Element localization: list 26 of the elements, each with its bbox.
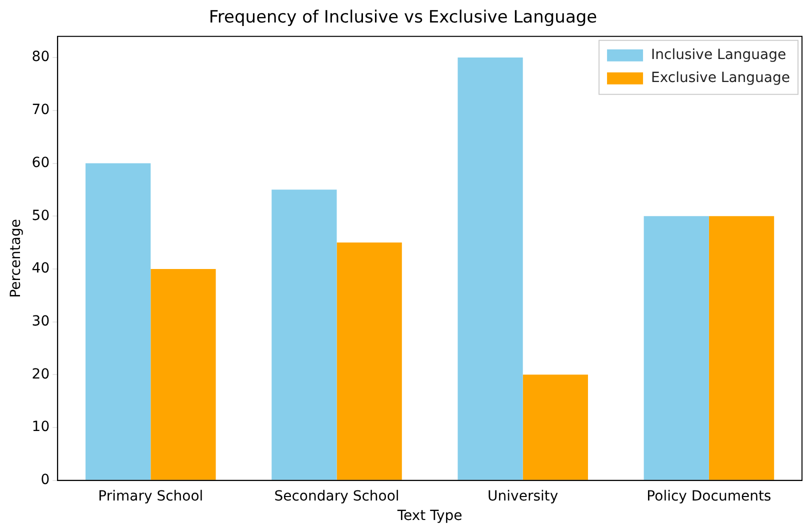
x-tick-label: Secondary School [274,488,400,504]
bar [644,216,709,480]
bar [336,242,402,480]
bar [150,268,216,480]
bar [708,216,774,480]
y-tick-label: 60 [32,154,50,171]
legend-label: Exclusive Language [651,70,790,86]
x-tick-label: Primary School [98,488,204,504]
bar [522,374,588,480]
y-tick-label: 50 [32,208,50,224]
chart-title: Frequency of Inclusive vs Exclusive Language [208,8,598,28]
y-tick-label: 30 [32,313,50,330]
y-axis-title: Percentage [8,219,24,298]
bar [86,163,151,480]
bar [272,190,337,480]
bar [458,58,523,480]
y-tick-label: 40 [32,260,50,277]
legend-label: Inclusive Language [651,47,786,64]
y-tick-label: 0 [40,472,50,488]
y-tick-label: 70 [32,102,50,118]
y-tick-label: 20 [32,366,50,382]
y-tick-label: 80 [32,49,50,66]
y-tick-label: 10 [32,419,50,436]
x-axis-title: Text Type [396,508,462,524]
x-tick-label: University [488,488,558,504]
x-tick-label: Policy Documents [646,488,772,504]
